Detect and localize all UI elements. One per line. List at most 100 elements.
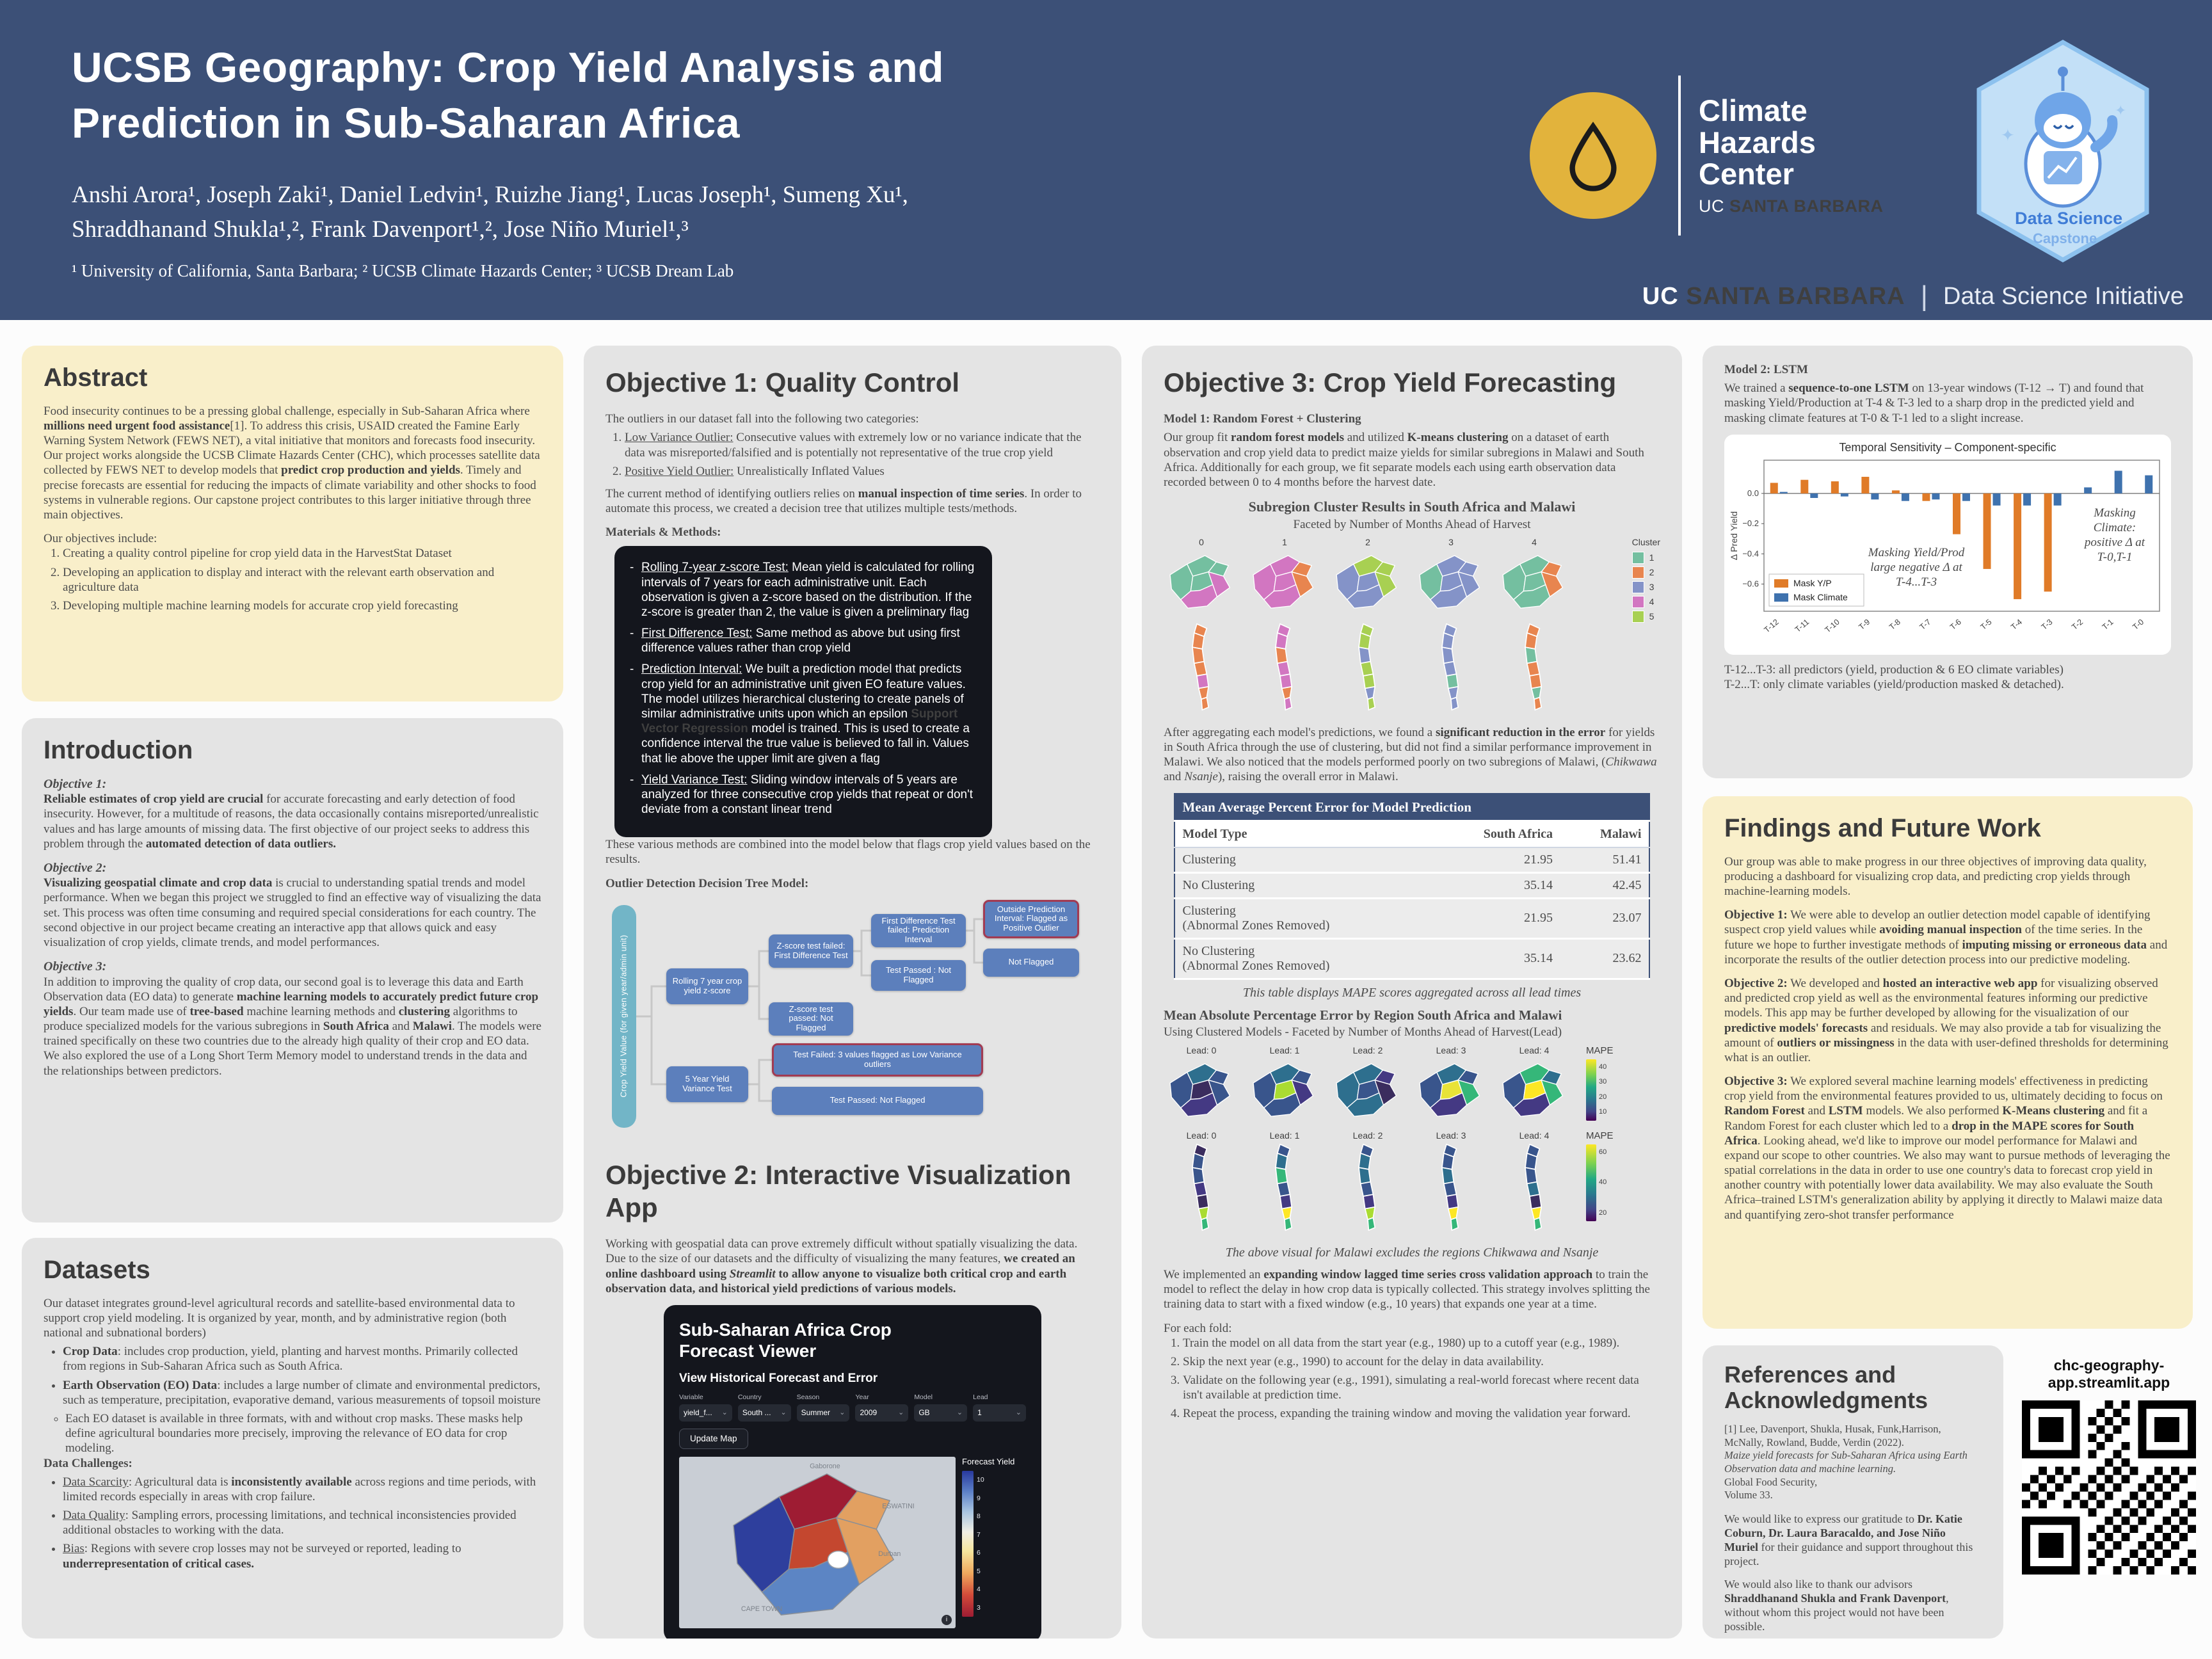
facet-cell: Lead: 1 <box>1247 1045 1322 1125</box>
choropleth-map <box>1253 555 1314 609</box>
info-icon[interactable]: i <box>942 1615 952 1626</box>
qr-module <box>2163 1533 2172 1542</box>
colorbar-label: MAPE <box>1586 1045 1614 1056</box>
qr-module <box>2171 1566 2180 1575</box>
map-region <box>1525 1152 1538 1170</box>
filter-select[interactable]: 1 ⌄ <box>973 1404 1026 1422</box>
methods-list: Rolling 7-year z-score Test: Mean yield … <box>614 546 992 838</box>
x-tick-label: T-11 <box>1793 617 1811 634</box>
acknowledgment-1: We would like to express our gratitude t… <box>1724 1512 1973 1567</box>
map-region <box>1443 1181 1457 1197</box>
findings-heading: Findings and Future Work <box>1724 814 2041 842</box>
list-item: Creating a quality control pipeline for … <box>63 546 541 561</box>
qr-module <box>2055 1466 2064 1475</box>
facet-cell: Lead: 4 <box>1496 1130 1572 1236</box>
qr-module <box>2146 1491 2155 1500</box>
mape-table: Mean Average Percent Error for Model Pre… <box>1173 793 1651 980</box>
legend-title: Cluster <box>1631 537 1660 548</box>
qr-module <box>2163 1516 2172 1525</box>
bar <box>1779 492 1788 493</box>
panel-findings: Findings and Future Work Our group was a… <box>1703 796 2193 1329</box>
list-item: Yield Variance Test: Sliding window inte… <box>630 773 977 817</box>
map-region <box>1276 661 1291 677</box>
objective1-paragraph3: These various methods are combined into … <box>605 838 1091 867</box>
bar <box>2145 475 2153 493</box>
qr-module <box>2138 1541 2147 1550</box>
objective1-paragraph2: The current method of identifying outlie… <box>605 486 1082 516</box>
map-region <box>1275 632 1288 650</box>
filter-select[interactable]: South ... ⌄ <box>737 1404 791 1422</box>
facet-label: Lead: 2 <box>1352 1045 1383 1055</box>
qr-module <box>2129 1466 2138 1475</box>
qr-module <box>2146 1475 2155 1484</box>
list-item: Low Variance Outlier: Consecutive values… <box>625 430 1100 460</box>
map-region <box>1441 1152 1455 1170</box>
colorbar-tick: 4 <box>977 1585 981 1594</box>
choropleth-map <box>1441 1143 1459 1231</box>
map-region <box>1541 571 1564 598</box>
map-region <box>1446 673 1459 689</box>
filter-select[interactable]: GB ⌄ <box>914 1404 968 1422</box>
reference-line: Volume 33. <box>1724 1489 1773 1502</box>
facet-cell <box>1496 622 1572 716</box>
qr-module <box>2188 1491 2196 1500</box>
tree-node-n5: First Difference Test failed: Prediction… <box>871 913 966 947</box>
table-cell: 23.62 <box>1560 938 1650 980</box>
update-map-button[interactable]: Update Map <box>679 1429 748 1450</box>
legend-swatch <box>1631 566 1644 579</box>
facet-cell: 4 <box>1496 537 1572 617</box>
colorbar-tick: 40 <box>1599 1062 1607 1071</box>
qr-module <box>2038 1466 2047 1475</box>
choropleth-map <box>1358 1143 1376 1231</box>
qr-module <box>2071 1491 2080 1500</box>
data-challenges-list: Data Scarcity: Agricultural data is inco… <box>63 1475 541 1571</box>
legend-label: 2 <box>1649 567 1655 578</box>
map-region <box>1367 696 1376 711</box>
tree-node-n8: Not Flagged <box>983 948 1079 977</box>
qr-module <box>2113 1450 2122 1459</box>
colorbar-label: MAPE <box>1586 1130 1614 1141</box>
filter-select[interactable]: 2009 ⌄ <box>855 1404 909 1422</box>
table-row: No Clustering (Abnormal Zones Removed) 35.… <box>1174 938 1650 980</box>
bar <box>2084 487 2092 493</box>
map-region <box>1192 632 1205 650</box>
colorbar-tick: 7 <box>977 1530 981 1539</box>
facet-label: 1 <box>1282 537 1287 548</box>
map-region <box>1358 1152 1372 1170</box>
map-region <box>1457 1079 1480 1106</box>
qr-module <box>2129 1550 2138 1559</box>
bar <box>1831 481 1839 493</box>
table-row: Clustering (Abnormal Zones Removed) 21.95 2… <box>1174 898 1650 940</box>
list-item: Earth Observation (EO) Data: includes a … <box>63 1378 541 1407</box>
bar <box>1871 493 1879 500</box>
materials-methods-label: Materials & Methods: <box>605 525 721 540</box>
authors-line-1: Anshi Arora¹, Joseph Zaki¹, Daniel Ledvi… <box>72 182 908 208</box>
abstract-objectives-list: Creating a quality control pipeline for … <box>63 546 541 613</box>
qr-module <box>2104 1458 2113 1467</box>
facet-cell: 3 <box>1413 537 1489 617</box>
map-region <box>1291 571 1314 598</box>
map-region <box>1450 696 1459 711</box>
reference-line: Global Food Security, <box>1724 1475 1818 1488</box>
lstm-note-1: T-12...T-3: all predictors (yield, produ… <box>1724 662 2064 677</box>
intro-objective2-text: Visualizing geospatial climate and crop … <box>44 876 541 949</box>
qr-module <box>2179 1475 2188 1484</box>
qr-module <box>2163 1550 2172 1559</box>
dashboard-filter: Year 2009 ⌄ <box>855 1393 909 1422</box>
colorbar-tick: 60 <box>1599 1148 1607 1157</box>
map-region <box>1534 696 1543 711</box>
mape-colorbar: MAPE 40 30 20 10 <box>1586 1045 1614 1125</box>
qr-module <box>2088 1491 2097 1500</box>
filter-select[interactable]: Summer ⌄ <box>796 1404 850 1422</box>
datasets-paragraph: Our dataset integrates ground-level agri… <box>44 1296 515 1340</box>
qr-module <box>2113 1425 2122 1434</box>
choropleth-map <box>1192 1143 1210 1231</box>
facet-cell: Lead: 0 <box>1164 1130 1239 1236</box>
legend-item: 2 <box>1631 566 1660 579</box>
filter-select[interactable]: yield_f... ⌄ <box>679 1404 732 1422</box>
map-region <box>1358 632 1372 650</box>
filter-label: Season <box>796 1393 820 1402</box>
map-region <box>1346 584 1384 609</box>
qr-module <box>2171 1541 2180 1550</box>
facet-label: Lead: 1 <box>1269 1130 1300 1141</box>
